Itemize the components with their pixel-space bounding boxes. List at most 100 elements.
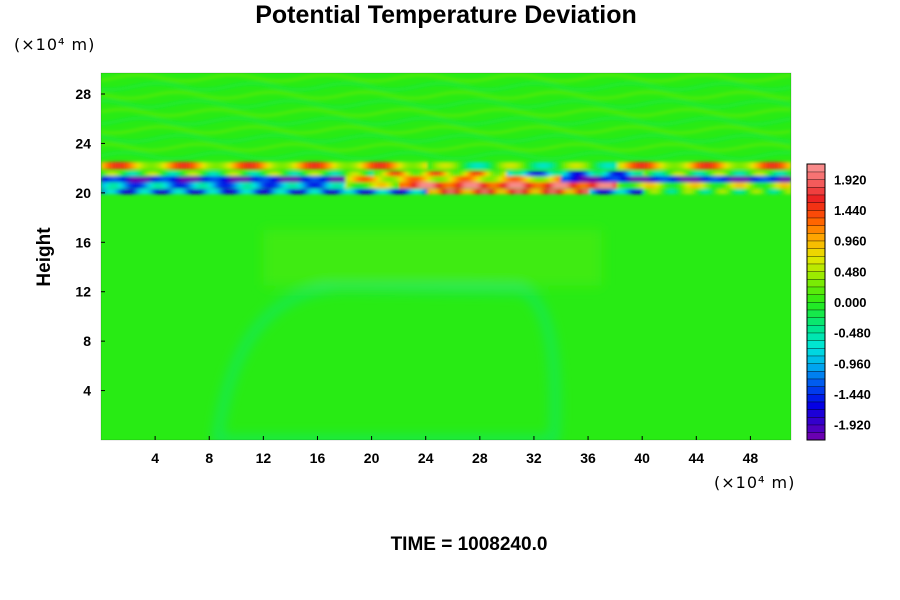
band-upper [249, 161, 252, 170]
band-mid-upper [613, 171, 616, 178]
band-lower [115, 182, 118, 189]
band-lower [339, 182, 342, 189]
band-bottom [113, 189, 116, 195]
band-mid [421, 176, 424, 183]
band-mid [569, 176, 572, 183]
band-mid [357, 176, 360, 183]
band-mid [105, 176, 108, 183]
band-bottom [527, 189, 530, 195]
band-upper [321, 161, 324, 170]
band-bottom [243, 189, 246, 195]
band-lower [271, 182, 274, 189]
band-bottom [329, 189, 332, 195]
colorbar-swatch [806, 378, 826, 387]
band-lower [159, 182, 162, 189]
band-lower [723, 182, 726, 189]
band-mid [321, 176, 324, 183]
band-upper [505, 161, 508, 170]
colorbar-label: 0.000 [834, 295, 867, 310]
band-lower [243, 182, 246, 189]
band-upper [239, 161, 242, 170]
band-lower [553, 182, 556, 189]
band-upper [421, 161, 424, 170]
band-upper [299, 161, 302, 170]
band-mid [123, 176, 126, 183]
band-upper [481, 161, 484, 170]
band-mid-upper [431, 171, 434, 178]
band-lower [673, 182, 676, 189]
band-lower [101, 182, 104, 189]
band-bottom [497, 189, 500, 195]
band-mid-upper [147, 171, 150, 178]
band-mid [189, 176, 192, 183]
band-upper [783, 161, 786, 170]
band-lower [145, 182, 148, 189]
band-lower [337, 182, 340, 189]
band-mid-upper [281, 171, 284, 178]
band-bottom [241, 189, 244, 195]
band-mid-upper [407, 171, 410, 178]
band-mid-upper [761, 171, 764, 178]
band-mid [535, 176, 538, 183]
band-lower [355, 182, 358, 189]
band-mid-upper [621, 171, 624, 178]
band-mid-upper [233, 171, 236, 178]
band-upper [309, 161, 312, 170]
band-upper [111, 161, 114, 170]
band-lower [667, 182, 670, 189]
band-upper [451, 161, 454, 170]
band-mid-upper [723, 171, 726, 178]
band-upper [359, 161, 362, 170]
band-upper [723, 161, 726, 170]
band-upper [371, 161, 374, 170]
band-upper [789, 161, 791, 170]
band-mid-upper [321, 171, 324, 178]
band-bottom [785, 189, 788, 195]
band-lower [443, 182, 446, 189]
band-lower [107, 182, 110, 189]
band-mid [499, 176, 502, 183]
band-bottom [761, 189, 764, 195]
band-mid-upper [111, 171, 114, 178]
band-bottom [211, 189, 214, 195]
band-upper [437, 161, 440, 170]
band-lower [261, 182, 264, 189]
band-mid-upper [615, 171, 618, 178]
band-mid-upper [593, 171, 596, 178]
band-lower [535, 182, 538, 189]
band-mid-upper [523, 171, 526, 178]
band-mid [175, 176, 178, 183]
ripple-line [101, 142, 791, 152]
band-mid [517, 176, 520, 183]
band-lower [663, 182, 666, 189]
band-bottom [201, 189, 204, 195]
band-mid [349, 176, 352, 183]
colorbar-swatch [806, 217, 826, 226]
band-upper [153, 161, 156, 170]
ripple-line [101, 133, 791, 144]
band-bottom [701, 189, 704, 195]
band-lower [165, 182, 168, 189]
band-mid [707, 176, 710, 183]
band-lower [341, 182, 344, 189]
band-mid-upper [727, 171, 730, 178]
band-bottom [787, 189, 790, 195]
band-mid [571, 176, 574, 183]
band-upper [161, 161, 164, 170]
band-bottom [133, 189, 136, 195]
band-mid [281, 176, 284, 183]
band-mid [239, 176, 242, 183]
band-bottom [625, 189, 628, 195]
colorbar-label: 1.440 [834, 203, 867, 218]
band-upper [685, 161, 688, 170]
band-lower [455, 182, 458, 189]
band-mid [371, 176, 374, 183]
band-upper [175, 161, 178, 170]
band-mid [521, 176, 524, 183]
band-bottom [249, 189, 252, 195]
band-mid-upper [651, 171, 654, 178]
band-mid-upper [515, 171, 518, 178]
band-bottom [437, 189, 440, 195]
band-mid-upper [109, 171, 112, 178]
band-upper [719, 161, 722, 170]
